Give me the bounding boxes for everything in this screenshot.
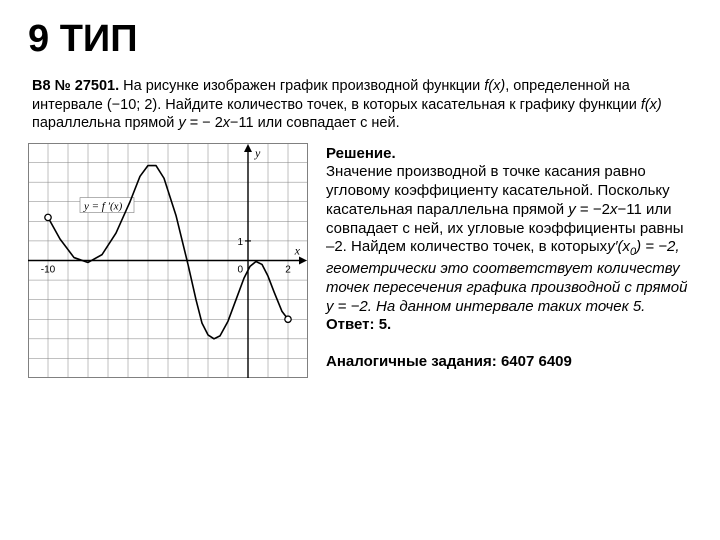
- solution-header: Решение.: [326, 145, 396, 162]
- svg-text:y: y: [254, 146, 261, 160]
- page-title: 9 ТИП: [28, 18, 692, 61]
- svg-text:1: 1: [237, 237, 243, 248]
- problem-id: B8 № 27501.: [32, 78, 119, 94]
- answer-value: 5.: [379, 316, 392, 333]
- svg-text:y = f ′(x): y = f ′(x): [83, 200, 123, 212]
- similar-tasks: Аналогичные задания: 6407 6409: [326, 353, 692, 372]
- answer-label: Ответ:: [326, 316, 375, 333]
- svg-text:-10: -10: [41, 264, 56, 275]
- derivative-graph: -10 2 1 0 x y y = f ′(x): [28, 143, 308, 378]
- chart-svg: -10 2 1 0 x y y = f ′(x): [28, 143, 308, 378]
- svg-text:x: x: [294, 243, 301, 257]
- solution-text: Решение. Значение производной в точке ка…: [326, 143, 692, 372]
- problem-text: B8 № 27501. На рисунке изображен график …: [28, 77, 692, 133]
- svg-text:2: 2: [285, 264, 291, 275]
- svg-text:0: 0: [237, 264, 243, 275]
